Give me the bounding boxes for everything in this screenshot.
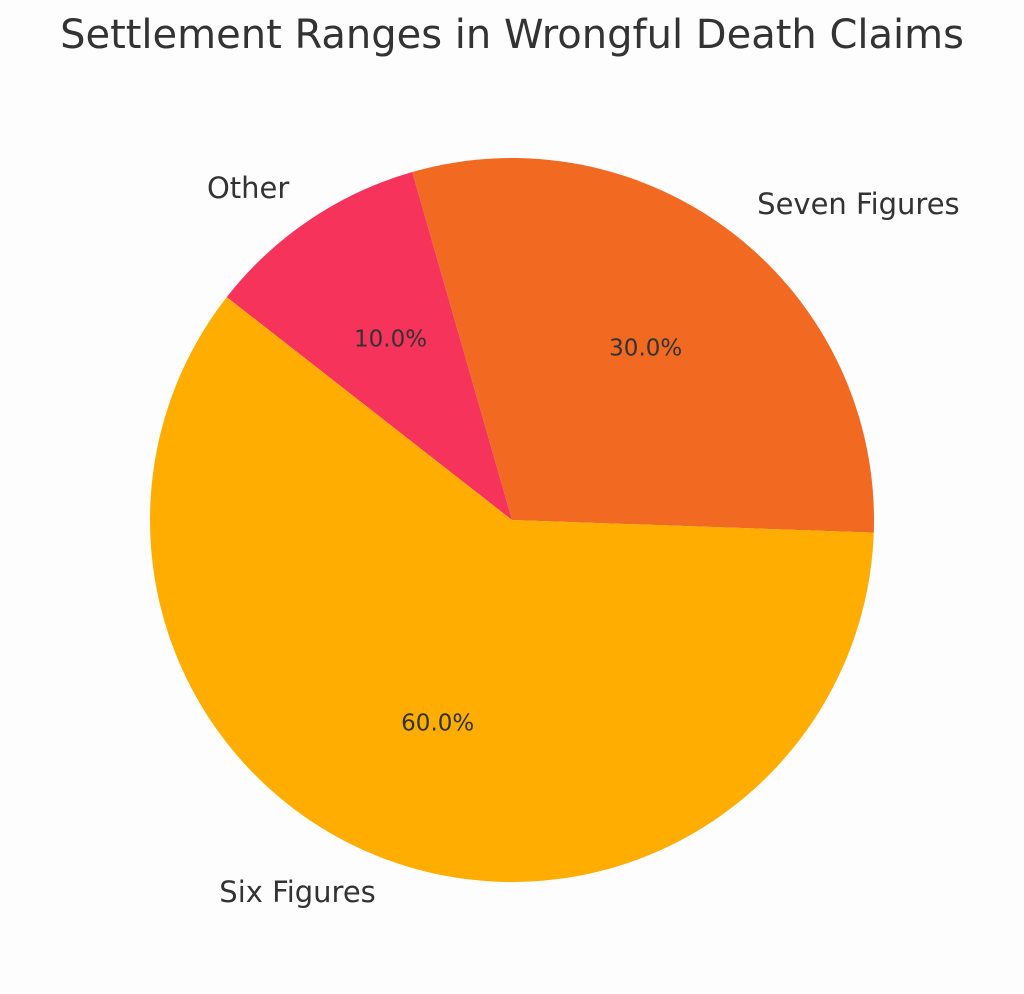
slice-percent-label: 10.0%	[354, 326, 427, 352]
pie-slice-other	[226, 172, 512, 521]
slice-percent-label: 60.0%	[401, 711, 474, 737]
chart-title: Settlement Ranges in Wrongful Death Clai…	[60, 12, 964, 58]
pie-labels: Seven Figures 30.0% Other 10.0% Six Figures 6…	[207, 171, 960, 909]
slice-percent-label: 30.0%	[609, 335, 682, 361]
slice-label: Other	[207, 171, 289, 205]
pie-slice-seven-figures	[412, 157, 874, 533]
slice-label: Six Figures	[219, 875, 376, 909]
pie-slice-six-figures	[150, 297, 874, 882]
pie-slices	[150, 157, 874, 882]
slice-label: Seven Figures	[757, 187, 960, 221]
